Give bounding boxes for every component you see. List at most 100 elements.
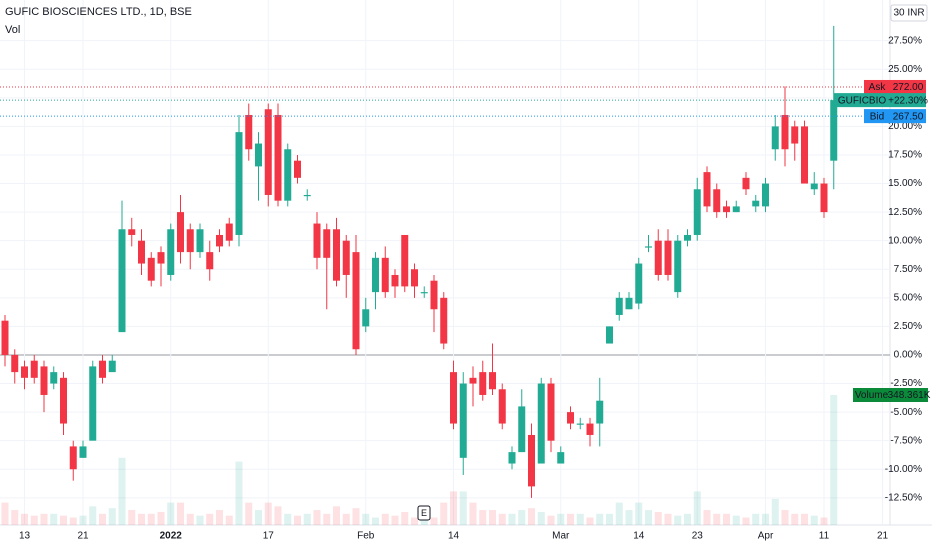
candle-body bbox=[518, 406, 526, 453]
candle-body bbox=[284, 149, 292, 201]
y-tick-label: -10.00% bbox=[885, 464, 922, 475]
volume-bar bbox=[274, 506, 282, 525]
volume-bar bbox=[216, 510, 223, 525]
event-marker[interactable]: E bbox=[421, 508, 427, 518]
candle-body bbox=[391, 274, 399, 287]
candles bbox=[1, 25, 838, 498]
price-value-box bbox=[890, 109, 926, 124]
candle-body bbox=[450, 372, 457, 424]
volume-bar bbox=[284, 513, 292, 525]
volume-bar bbox=[576, 513, 584, 525]
candle-body bbox=[771, 126, 779, 150]
volume-bar bbox=[235, 461, 243, 525]
candle-body bbox=[294, 160, 301, 178]
x-tick-label: 21 bbox=[877, 531, 889, 542]
candle-body bbox=[528, 434, 535, 487]
volume-bar bbox=[498, 513, 506, 525]
candle-body bbox=[801, 126, 808, 184]
volume-bar bbox=[752, 513, 760, 525]
candle-body bbox=[1, 320, 9, 355]
price-name-box bbox=[864, 109, 890, 124]
grid: -12.50% -10.00% -7.50% -5.00% -2.50% 0.00% 2.5… bbox=[0, 0, 922, 542]
volume-bar bbox=[430, 517, 438, 525]
price-value-box bbox=[890, 79, 926, 94]
candle-body bbox=[235, 132, 243, 235]
volume-bar bbox=[801, 513, 808, 525]
candle-body bbox=[60, 377, 67, 424]
candle-body bbox=[645, 246, 652, 248]
candle-body bbox=[313, 223, 321, 258]
candle-body bbox=[557, 452, 565, 464]
y-tick-label: 25.00% bbox=[888, 64, 922, 75]
candle-body bbox=[606, 326, 613, 344]
candle-body bbox=[138, 240, 145, 264]
volume-bar bbox=[128, 510, 136, 525]
volume-bar bbox=[186, 513, 194, 525]
candle-body bbox=[732, 206, 740, 213]
candle-body bbox=[684, 234, 691, 241]
volume-bar bbox=[196, 515, 204, 525]
candle-body bbox=[440, 297, 448, 344]
volume-bar bbox=[255, 510, 262, 525]
volume-value: 348.361K bbox=[888, 390, 931, 401]
volume-bar bbox=[362, 513, 370, 525]
volume-bar bbox=[323, 513, 331, 525]
volume-bar bbox=[440, 502, 448, 525]
candle-body bbox=[723, 206, 730, 213]
indicator-name: Vol bbox=[5, 24, 20, 36]
volume-bar bbox=[333, 506, 340, 525]
volume-bar bbox=[1, 502, 9, 525]
candle-body bbox=[820, 183, 828, 213]
candle-body bbox=[742, 177, 750, 190]
candle-body bbox=[420, 292, 428, 294]
x-tick-label: Apr bbox=[758, 531, 774, 542]
price-value: 267.50 bbox=[893, 111, 924, 122]
candle-body bbox=[216, 234, 223, 247]
volume-bar bbox=[89, 506, 97, 525]
volume-bar bbox=[518, 510, 526, 525]
volume-bar bbox=[489, 510, 496, 525]
volume-bar bbox=[50, 513, 58, 525]
price-value: 272.00 bbox=[893, 82, 924, 93]
candle-body bbox=[108, 360, 116, 373]
y-tick-label: 17.50% bbox=[888, 150, 922, 161]
price-name-box bbox=[834, 93, 890, 108]
volume-bar bbox=[342, 513, 350, 525]
candle-body bbox=[255, 143, 262, 167]
price-name: Ask bbox=[869, 82, 887, 93]
candle-body bbox=[40, 366, 48, 395]
volume-bar bbox=[654, 511, 662, 525]
candle-body bbox=[196, 229, 204, 253]
y-tick-label: -2.50% bbox=[890, 378, 922, 389]
x-tick-label: 14 bbox=[633, 531, 645, 542]
volume-name-box bbox=[853, 388, 890, 402]
volume-bar bbox=[586, 517, 594, 525]
volume-bar bbox=[21, 513, 28, 525]
volume-bar bbox=[264, 502, 272, 525]
volume-bar bbox=[30, 515, 38, 525]
volume-bar bbox=[635, 502, 643, 525]
candle-body bbox=[323, 229, 331, 258]
candle-body bbox=[596, 400, 604, 424]
volume-bar bbox=[703, 510, 711, 525]
volume-bar bbox=[11, 510, 19, 525]
volume-bar bbox=[225, 515, 233, 525]
volume-bar bbox=[108, 508, 116, 525]
price-value-box bbox=[890, 93, 926, 108]
volume-bar bbox=[206, 513, 214, 525]
candle-body bbox=[177, 212, 184, 253]
candle-body bbox=[615, 297, 623, 315]
candle-body bbox=[459, 383, 467, 458]
volume-bar bbox=[820, 517, 828, 525]
event-box[interactable] bbox=[417, 505, 431, 521]
price-name: Bid bbox=[870, 111, 884, 122]
volume-bar bbox=[157, 511, 165, 525]
volume-bar bbox=[401, 511, 409, 525]
volume-bar bbox=[693, 491, 701, 525]
candle-body bbox=[791, 126, 799, 144]
y-tick-label: -12.50% bbox=[885, 492, 922, 503]
candle-body bbox=[157, 252, 165, 264]
chart-title: GUFIC BIOSCIENCES LTD., 1D, BSE bbox=[5, 6, 192, 18]
x-tick-label: 11 bbox=[819, 531, 830, 542]
candle-body bbox=[381, 257, 389, 293]
